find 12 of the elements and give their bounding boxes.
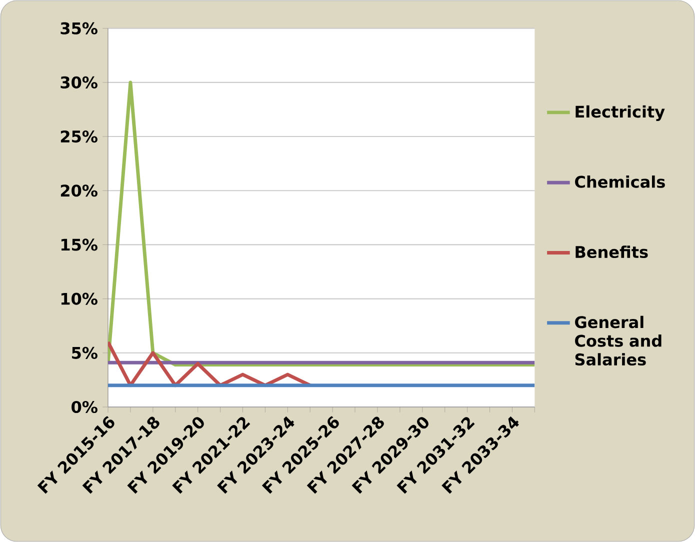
y-tick-label: 35%	[60, 22, 98, 34]
y-tick-label: 25%	[60, 130, 98, 143]
legend-label: Benefits	[576, 246, 648, 258]
legend-label: General Costs and Salaries	[575, 316, 662, 366]
legend-label: Chemicals	[575, 176, 665, 188]
y-tick-label: 10%	[61, 292, 98, 305]
legend-label: Electricity	[576, 105, 665, 121]
y-tick-label: 5%	[72, 346, 98, 359]
y-tick-label: 20%	[60, 184, 98, 197]
y-tick-label: 15%	[61, 238, 98, 251]
y-tick-label: 0%	[72, 400, 98, 414]
y-tick-label: 30%	[60, 76, 98, 88]
